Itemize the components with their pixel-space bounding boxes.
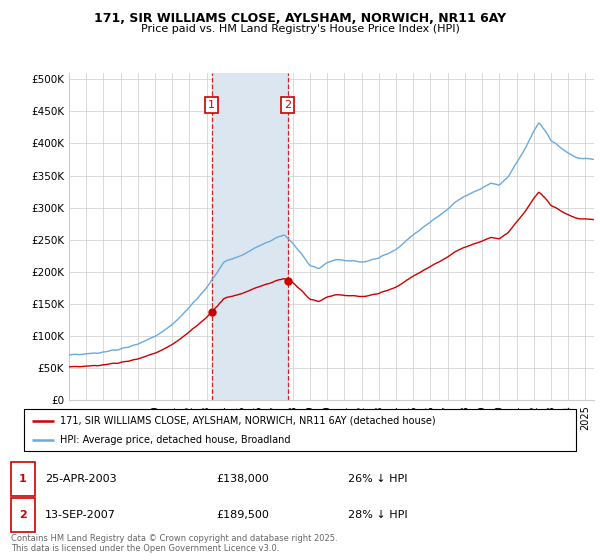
- Text: 2: 2: [284, 100, 292, 110]
- Text: 25-APR-2003: 25-APR-2003: [45, 474, 116, 484]
- Text: Contains HM Land Registry data © Crown copyright and database right 2025.
This d: Contains HM Land Registry data © Crown c…: [11, 534, 337, 553]
- Text: 2: 2: [19, 510, 26, 520]
- Text: 171, SIR WILLIAMS CLOSE, AYLSHAM, NORWICH, NR11 6AY: 171, SIR WILLIAMS CLOSE, AYLSHAM, NORWIC…: [94, 12, 506, 25]
- Text: £189,500: £189,500: [216, 510, 269, 520]
- Text: 1: 1: [19, 474, 26, 484]
- Bar: [212, 73, 288, 400]
- Text: HPI: Average price, detached house, Broadland: HPI: Average price, detached house, Broa…: [60, 435, 290, 445]
- Text: 1: 1: [208, 100, 215, 110]
- Text: 26% ↓ HPI: 26% ↓ HPI: [348, 474, 407, 484]
- Text: 28% ↓ HPI: 28% ↓ HPI: [348, 510, 407, 520]
- Text: Price paid vs. HM Land Registry's House Price Index (HPI): Price paid vs. HM Land Registry's House …: [140, 24, 460, 34]
- Text: 13-SEP-2007: 13-SEP-2007: [45, 510, 116, 520]
- Text: £138,000: £138,000: [216, 474, 269, 484]
- Text: 171, SIR WILLIAMS CLOSE, AYLSHAM, NORWICH, NR11 6AY (detached house): 171, SIR WILLIAMS CLOSE, AYLSHAM, NORWIC…: [60, 416, 436, 426]
